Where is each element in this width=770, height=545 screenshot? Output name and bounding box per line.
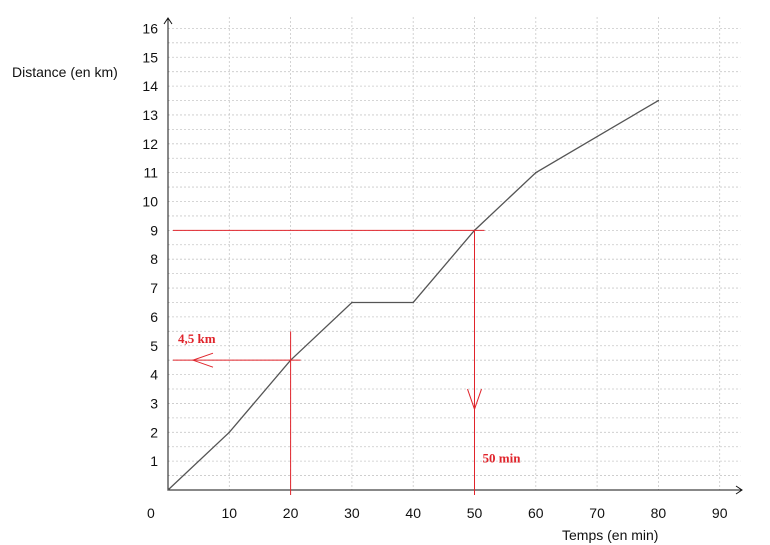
- y-tick-label: 9: [150, 222, 158, 238]
- x-tick-label: 60: [528, 505, 544, 521]
- data-point: [535, 171, 537, 174]
- grid: [168, 16, 741, 490]
- annotation-arrowhead-left: [191, 352, 214, 368]
- annotation-label-time: 50 min: [483, 451, 522, 466]
- x-tick-label: 50: [467, 505, 483, 521]
- y-tick-label: 12: [142, 136, 158, 152]
- data-point: [412, 301, 415, 304]
- annotation-arrowhead-down: [467, 388, 482, 411]
- y-tick-label: 3: [150, 395, 158, 411]
- data-line: [167, 99, 659, 491]
- y-axis-title: Distance (en km): [12, 64, 118, 80]
- x-tick-label: 10: [222, 505, 238, 521]
- y-axis-arrowhead: [163, 17, 173, 25]
- y-tick-label: 7: [150, 280, 158, 296]
- y-tick-label: 13: [142, 107, 158, 123]
- y-tick-label: 15: [142, 49, 158, 65]
- x-tick-label: 90: [712, 505, 728, 521]
- data-point: [228, 431, 231, 434]
- x-tick-label: 20: [283, 505, 299, 521]
- data-point: [657, 99, 660, 102]
- data-point: [351, 301, 353, 304]
- y-tick-label: 4: [150, 367, 158, 383]
- axes: [163, 17, 743, 495]
- x-axis-title: Temps (en min): [562, 527, 658, 543]
- y-tick-label: 16: [142, 20, 158, 36]
- annotations: 4,5 km 50 min: [173, 229, 522, 495]
- y-tick-label: 2: [150, 424, 158, 440]
- x-tick-label: 80: [651, 505, 667, 521]
- y-tick-label: 5: [150, 338, 158, 354]
- y-tick-label: 14: [142, 78, 158, 94]
- x-tick-label: 30: [344, 505, 360, 521]
- y-tick-label: 1: [150, 453, 158, 469]
- data-point: [167, 489, 169, 491]
- x-axis-arrowhead: [735, 485, 743, 495]
- y-tick-label: 11: [143, 165, 158, 181]
- x-tick-label: 40: [405, 505, 421, 521]
- annotation-label-distance: 4,5 km: [178, 331, 216, 346]
- y-tick-label: 10: [142, 194, 158, 210]
- y-tick-label: 8: [150, 251, 158, 267]
- tick-labels: 10 20 30 40 50 60 70 80 901234567891011121314151…: [142, 20, 727, 521]
- origin-label: 0: [147, 505, 155, 521]
- y-tick-label: 6: [150, 309, 158, 325]
- x-tick-label: 70: [589, 505, 605, 521]
